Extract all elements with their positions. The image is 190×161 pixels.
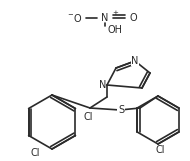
- Text: OH: OH: [107, 25, 122, 35]
- Text: Cl: Cl: [155, 145, 165, 155]
- Text: +: +: [112, 10, 118, 16]
- Text: Cl: Cl: [31, 148, 40, 158]
- Text: S: S: [118, 105, 124, 115]
- Text: O: O: [130, 13, 138, 23]
- Text: Cl: Cl: [83, 112, 93, 122]
- Text: N: N: [99, 80, 106, 90]
- Text: $^{-}$O: $^{-}$O: [67, 12, 82, 24]
- Text: N: N: [101, 13, 109, 23]
- Text: N: N: [131, 56, 139, 66]
